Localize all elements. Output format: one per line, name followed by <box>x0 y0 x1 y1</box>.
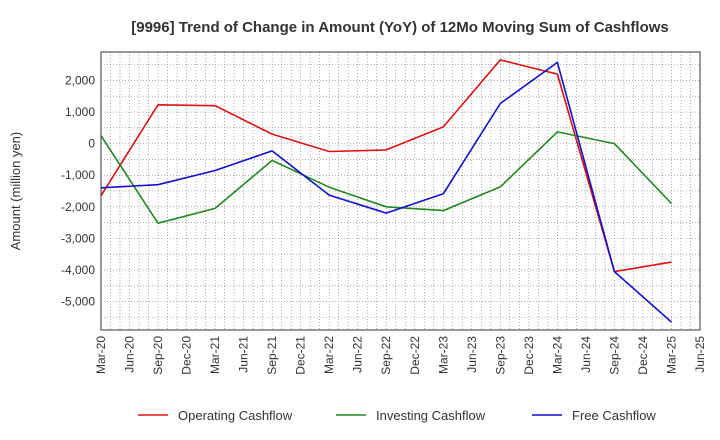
x-tick-label: Sep-22 <box>379 336 393 375</box>
x-tick-label: Mar-23 <box>436 336 450 374</box>
x-tick-label: Jun-23 <box>465 336 479 373</box>
x-tick-label: Jun-21 <box>237 336 251 373</box>
series-line <box>100 131 673 224</box>
x-tick-label: Jun-20 <box>123 336 137 373</box>
plot-frame <box>100 51 701 331</box>
x-tick-label: Dec-22 <box>408 336 422 375</box>
y-tick-label: 1,000 <box>65 105 95 119</box>
legend-label: Free Cashflow <box>572 408 656 423</box>
y-tick-label: 2,000 <box>65 73 95 87</box>
y-tick-label: -5,000 <box>61 295 95 309</box>
x-tick-label: Jun-22 <box>351 336 365 373</box>
y-tick-label: -2,000 <box>61 200 95 214</box>
y-tick-label: -4,000 <box>61 263 95 277</box>
x-tick-label: Sep-21 <box>265 336 279 375</box>
x-tick-label: Mar-21 <box>208 336 222 374</box>
y-tick-label: -3,000 <box>61 231 95 245</box>
gridlines <box>100 52 701 330</box>
legend-label: Operating Cashflow <box>178 408 293 423</box>
y-tick-labels: 2,000 1,000 0 -1,000 -2,000 -3,000 -4,000 -5,00… <box>61 73 95 308</box>
chart-title: [9996] Trend of Change in Amount (YoY) o… <box>131 19 669 36</box>
x-tick-label: Sep-24 <box>607 336 621 375</box>
y-tick-label: 0 <box>88 137 95 151</box>
x-tick-labels: Mar-20 Jun-20 Sep-20 Dec-20 Mar-21 Jun-21 Sep-… <box>94 336 707 375</box>
series-lines <box>100 59 673 323</box>
x-tick-label: Jun-25 <box>693 336 707 373</box>
x-tick-label: Sep-23 <box>493 336 507 375</box>
x-tick-label: Mar-25 <box>664 336 678 374</box>
series-line <box>100 61 673 323</box>
x-tick-label: Dec-24 <box>636 336 650 375</box>
x-tick-label: Sep-20 <box>151 336 165 375</box>
x-tick-label: Dec-21 <box>294 336 308 375</box>
x-tick-label: Dec-23 <box>522 336 536 375</box>
x-tick-label: Mar-20 <box>94 336 108 374</box>
y-tick-label: -1,000 <box>61 168 95 182</box>
plot-area <box>100 51 701 331</box>
series-line <box>100 59 672 273</box>
plot-background <box>101 52 700 330</box>
y-axis-label: Amount (million yen) <box>8 132 23 251</box>
legend-label: Investing Cashflow <box>376 408 486 423</box>
x-tick-label: Mar-22 <box>322 336 336 374</box>
x-tick-label: Dec-20 <box>180 336 194 375</box>
x-tick-label: Jun-24 <box>579 336 593 373</box>
x-tick-label: Mar-24 <box>550 336 564 374</box>
legend: Operating Cashflow Investing Cashflow Free… <box>138 408 656 423</box>
